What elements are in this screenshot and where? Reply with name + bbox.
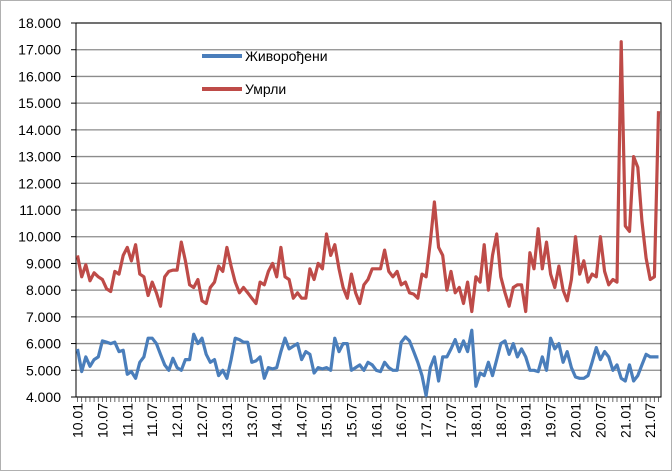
x-tick-label: 21.01 xyxy=(617,403,633,438)
x-tick-label: 19.07 xyxy=(543,403,559,438)
x-tick-label: 12.01 xyxy=(169,403,185,438)
x-tick-label: 19.01 xyxy=(518,403,534,438)
x-tick-label: 12.07 xyxy=(194,403,210,438)
y-tick-label: 12.000 xyxy=(18,175,61,191)
x-tick-label: 18.07 xyxy=(493,403,509,438)
series-line-births xyxy=(75,328,659,398)
legend-item-deaths[interactable]: Умрли xyxy=(202,81,286,97)
x-tick-label: 14.07 xyxy=(294,403,310,438)
y-tick-label: 17.000 xyxy=(18,42,61,58)
y-tick-label: 16.000 xyxy=(18,68,61,84)
x-tick-label: 15.01 xyxy=(319,403,335,438)
x-tick-label: 21.07 xyxy=(642,403,658,438)
series-line-deaths xyxy=(75,40,661,314)
x-tick-label: 13.07 xyxy=(244,403,260,438)
y-tick-label: 18.000 xyxy=(18,15,61,31)
y-tick-label: 6.000 xyxy=(26,336,61,352)
y-tick-label: 14.000 xyxy=(18,122,61,138)
y-tick-label: 13.000 xyxy=(18,149,61,165)
x-tick-label: 11.01 xyxy=(119,403,135,437)
x-tick-label: 15.07 xyxy=(343,403,359,438)
x-tick-label: 13.01 xyxy=(219,403,235,438)
y-tick-label: 10.000 xyxy=(18,229,61,245)
y-tick-label: 15.000 xyxy=(18,95,61,111)
x-tick-label: 11.07 xyxy=(144,403,160,437)
y-tick-label: 11.000 xyxy=(19,202,61,218)
gridlines xyxy=(76,22,661,398)
x-tick-label: 14.01 xyxy=(269,403,285,438)
x-axis: 10.01 10.07 11.01 11.07 12.01 12.07 13.01 13.07… xyxy=(70,397,659,438)
x-tick-label: 16.07 xyxy=(393,403,409,438)
legend-label-deaths: Умрли xyxy=(245,81,286,97)
y-tick-label: 4.000 xyxy=(26,389,61,405)
legend-label-births: Живорођени xyxy=(245,48,328,64)
y-tick-label: 8.000 xyxy=(26,282,61,298)
y-axis: 4.000 5.000 6.000 7.000 8.000 9.000 10.000 11.0… xyxy=(18,15,76,405)
x-tick-label: 10.07 xyxy=(94,403,110,438)
x-tick-label: 17.07 xyxy=(443,403,459,438)
x-tick-label: 16.01 xyxy=(368,403,384,438)
series-lines xyxy=(75,40,661,398)
x-tick-label: 20.07 xyxy=(592,403,608,438)
legend-item-births[interactable]: Живорођени xyxy=(202,48,328,64)
y-tick-label: 7.000 xyxy=(26,309,61,325)
x-tick-label: 18.01 xyxy=(468,403,484,438)
x-tick-label: 17.01 xyxy=(418,403,434,438)
x-tick-label: 10.01 xyxy=(70,403,86,438)
legend: Живорођени Умрли xyxy=(202,48,328,97)
y-tick-label: 5.000 xyxy=(26,362,61,378)
y-tick-label: 9.000 xyxy=(26,255,61,271)
x-tick-label: 20.01 xyxy=(568,403,584,438)
